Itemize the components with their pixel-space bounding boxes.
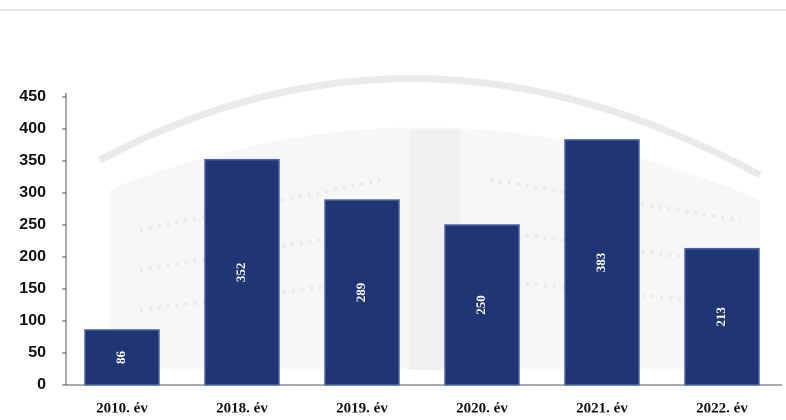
value-label: 289 [353, 282, 368, 302]
y-tick-label: 450 [19, 88, 46, 105]
value-label: 250 [473, 295, 488, 315]
bar [324, 199, 400, 386]
background-building [98, 75, 762, 370]
y-tick-label: 150 [19, 280, 46, 297]
x-tick-label: 2010. év [96, 400, 148, 416]
x-tick-label: 2018. év [216, 400, 268, 416]
x-tick-label: 2022. év [696, 400, 748, 416]
y-tick-label: 400 [19, 120, 46, 137]
value-label: 86 [113, 350, 128, 364]
y-tick-label: 0 [37, 376, 46, 393]
value-label: 352 [233, 263, 248, 283]
y-tick-label: 350 [19, 152, 46, 169]
y-tick-label: 100 [19, 312, 46, 329]
x-tick-label: 2020. év [456, 400, 508, 416]
y-tick-label: 300 [19, 184, 46, 201]
bar [204, 158, 280, 386]
x-tick-label: 2021. év [576, 400, 628, 416]
y-tick-label: 250 [19, 216, 46, 233]
x-tick-label: 2019. év [336, 400, 388, 416]
bar [444, 224, 520, 386]
bar [564, 139, 640, 386]
value-label: 213 [713, 307, 728, 327]
y-tick-label: 200 [19, 248, 46, 265]
bar [84, 329, 160, 386]
bar [684, 247, 760, 386]
y-tick-label: 50 [28, 344, 46, 361]
value-label: 383 [593, 252, 608, 272]
